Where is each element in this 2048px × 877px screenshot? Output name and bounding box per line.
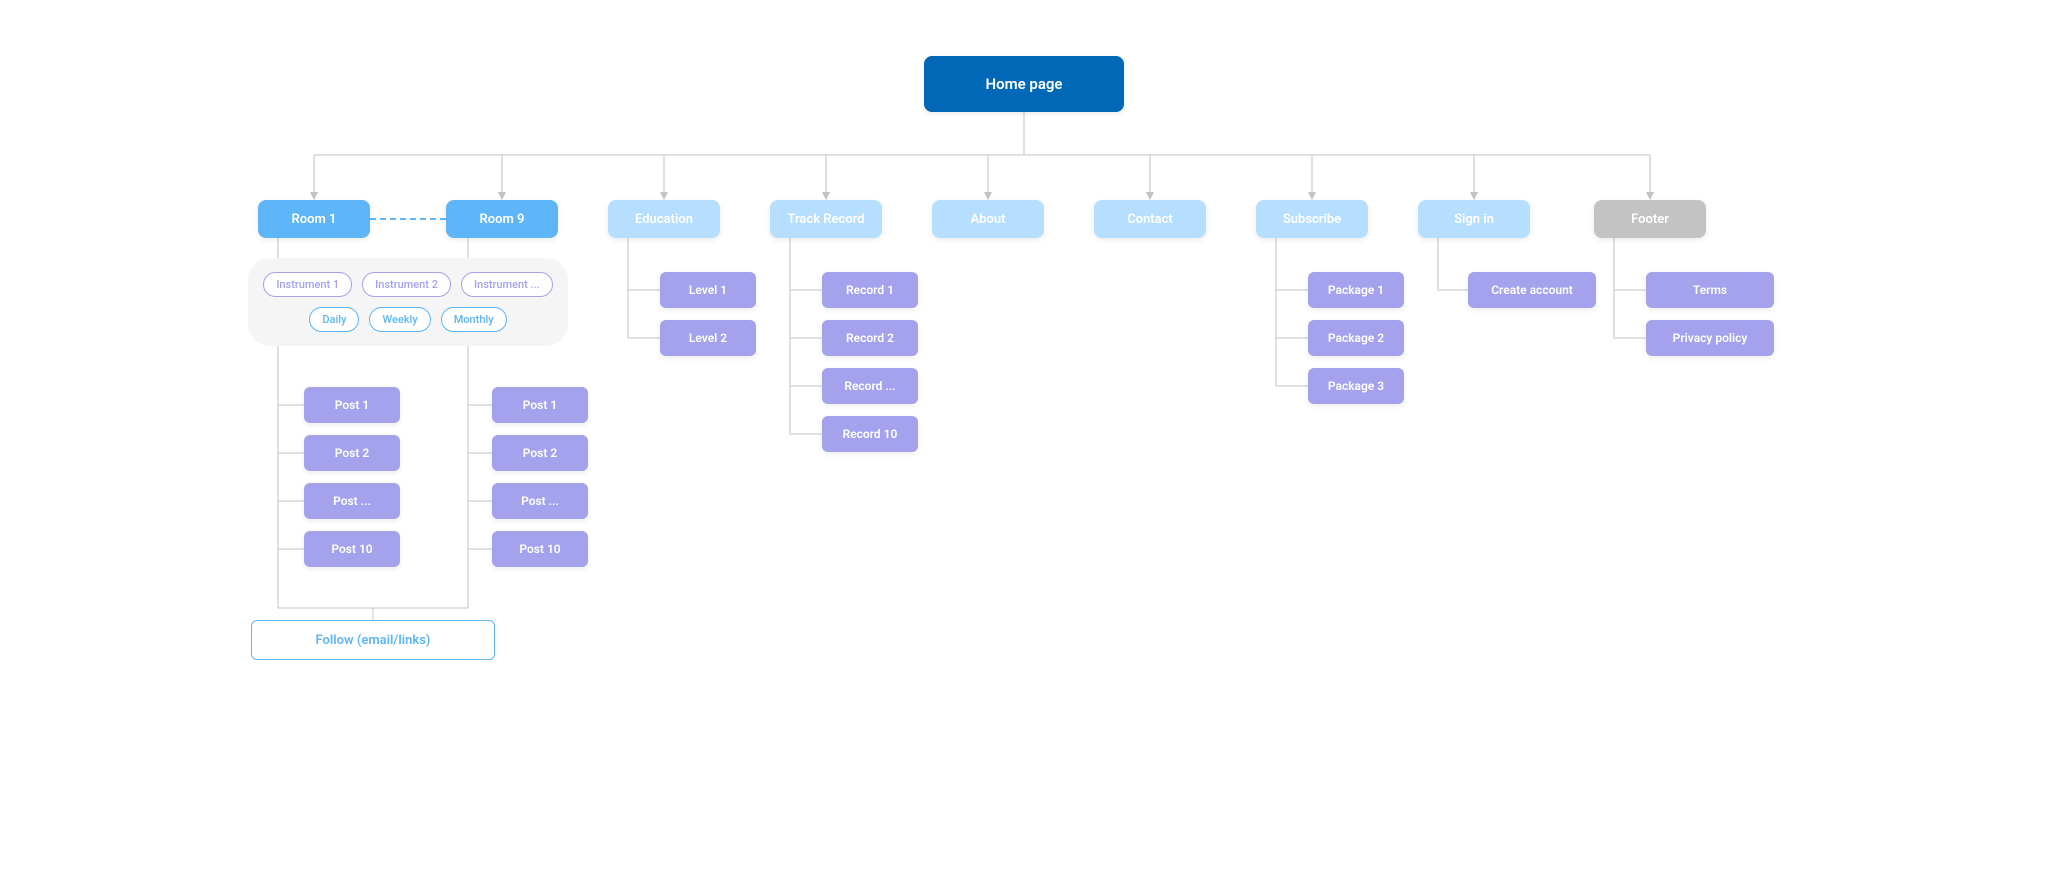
node-room9: Room 9 xyxy=(446,200,558,238)
node-post: Post 10 xyxy=(492,531,588,567)
node-post: Post ... xyxy=(492,483,588,519)
node-education: Education xyxy=(608,200,720,238)
node-create-account: Create account xyxy=(1468,272,1596,308)
node-post: Post 2 xyxy=(492,435,588,471)
pill-period: Monthly xyxy=(441,307,507,332)
node-level: Level 1 xyxy=(660,272,756,308)
pill-period: Daily xyxy=(309,307,359,332)
node-footer: Footer xyxy=(1594,200,1706,238)
node-post: Post 2 xyxy=(304,435,400,471)
node-privacy: Privacy policy xyxy=(1646,320,1774,356)
node-follow: Follow (email/links) xyxy=(251,620,495,660)
node-record: Record 1 xyxy=(822,272,918,308)
node-about: About xyxy=(932,200,1044,238)
filters-panel: Instrument 1 Instrument 2 Instrument ...… xyxy=(248,258,568,346)
node-post: Post 10 xyxy=(304,531,400,567)
node-level: Level 2 xyxy=(660,320,756,356)
node-post: Post 1 xyxy=(304,387,400,423)
pill-period: Weekly xyxy=(369,307,430,332)
node-record: Record 10 xyxy=(822,416,918,452)
pill-instrument: Instrument ... xyxy=(461,272,553,297)
node-terms: Terms xyxy=(1646,272,1774,308)
node-record: Record ... xyxy=(822,368,918,404)
node-signin: Sign in xyxy=(1418,200,1530,238)
node-package: Package 1 xyxy=(1308,272,1404,308)
pill-instrument: Instrument 2 xyxy=(362,272,451,297)
node-post: Post 1 xyxy=(492,387,588,423)
node-subscribe: Subscribe xyxy=(1256,200,1368,238)
node-record: Record 2 xyxy=(822,320,918,356)
node-home: Home page xyxy=(924,56,1124,112)
node-room1: Room 1 xyxy=(258,200,370,238)
node-contact: Contact xyxy=(1094,200,1206,238)
node-package: Package 3 xyxy=(1308,368,1404,404)
node-package: Package 2 xyxy=(1308,320,1404,356)
pill-instrument: Instrument 1 xyxy=(263,272,352,297)
node-track-record: Track Record xyxy=(770,200,882,238)
node-post: Post ... xyxy=(304,483,400,519)
